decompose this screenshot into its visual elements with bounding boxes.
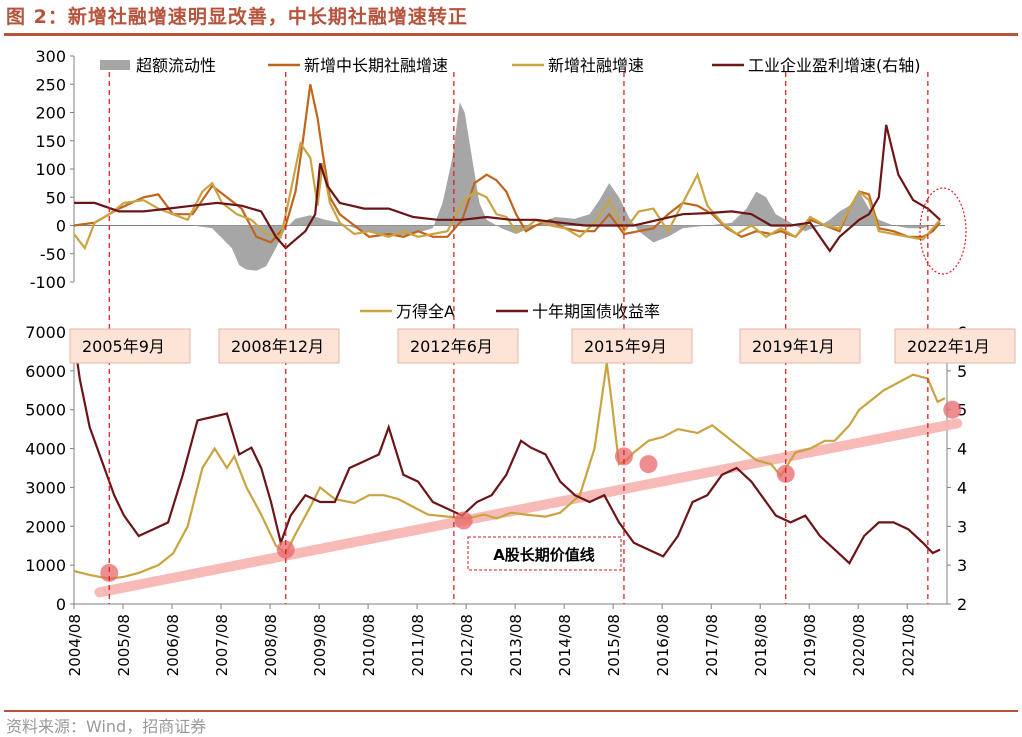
x-tick-label: 2010/08 [360, 614, 378, 676]
x-tick-label: 2018/08 [752, 614, 770, 676]
legend-label: 十年期国债收益率 [532, 302, 660, 321]
top-y-tick-label: 250 [35, 75, 66, 94]
legend-label: 工业企业盈利增速(右轴) [748, 56, 921, 75]
x-tick-label: 2011/08 [409, 614, 427, 676]
x-tick-label: 2006/08 [164, 614, 182, 676]
event-label-text: 2005年9月 [82, 337, 165, 356]
long-term-value-line [94, 418, 963, 598]
title-rule [4, 33, 1018, 36]
event-label-box [397, 328, 519, 364]
bottom-y-tick-label: 0 [56, 595, 66, 614]
x-tick-label: 2020/08 [850, 614, 868, 676]
right-y-tick-label: 5 [957, 362, 967, 381]
bottom-y-tick-label: 2000 [25, 517, 66, 536]
wind-a-line [73, 362, 946, 580]
event-label-box [69, 328, 191, 364]
annotation-box [467, 536, 622, 571]
low-point-marker [100, 563, 119, 582]
right-y-tick-label: 4 [957, 440, 967, 459]
event-label-text: 2022年1月 [907, 337, 990, 356]
mid-long-tsf-line [73, 84, 941, 244]
x-tick-label: 2004/08 [66, 614, 84, 676]
bottom-y-tick-label: 1000 [25, 556, 66, 575]
x-tick-label: 2019/08 [801, 614, 819, 676]
legend-label: 新增中长期社融增速 [304, 56, 448, 75]
event-label-text: 2015年9月 [584, 337, 667, 356]
x-tick-label: 2014/08 [556, 614, 574, 676]
x-tick-label: 2016/08 [654, 614, 672, 676]
figure-title: 图 2：新增社融增速明显改善，中长期社融增速转正 [6, 6, 468, 28]
top-y-tick-label: -50 [40, 245, 66, 264]
x-tick-label: 2007/08 [213, 614, 231, 676]
bottom-y-tick-label: 7000 [25, 323, 66, 342]
legend-label: 超额流动性 [136, 56, 216, 75]
industrial-profit-line [74, 124, 941, 253]
low-point-marker [614, 447, 633, 466]
top-y-tick-label: 50 [46, 188, 66, 207]
x-tick-label: 2008/08 [262, 614, 280, 676]
top-y-tick-label: 200 [35, 104, 66, 123]
event-label-text: 2008年12月 [231, 337, 324, 356]
top-y-tick-label: 300 [35, 47, 66, 66]
bottom-y-tick-label: 3000 [25, 478, 66, 497]
legend-label: 新增社融增速 [548, 56, 644, 75]
x-tick-label: 2012/08 [458, 614, 476, 676]
right-y-tick-label: 4 [957, 478, 967, 497]
event-label-box [894, 328, 1016, 364]
event-label-text: 2019年1月 [752, 337, 835, 356]
highlight-ellipse [919, 187, 967, 275]
low-point-marker [776, 464, 795, 483]
top-y-tick-label: 100 [35, 160, 66, 179]
x-tick-label: 2015/08 [605, 614, 623, 676]
bottom-y-tick-label: 4000 [25, 440, 66, 459]
event-label-box [218, 328, 340, 364]
bottom-y-tick-label: 5000 [25, 401, 66, 420]
event-label-text: 2012年6月 [410, 337, 493, 356]
top-y-tick-label: 0 [56, 217, 66, 236]
x-tick-label: 2017/08 [703, 614, 721, 676]
right-y-tick-label: 3 [957, 556, 967, 575]
bond-yield-line [72, 338, 941, 565]
right-y-tick-label: 5 [957, 401, 967, 420]
legend-label: 万得全A [396, 302, 455, 321]
top-y-tick-label: -100 [30, 273, 66, 292]
event-label-box [739, 328, 861, 364]
low-point-marker [454, 511, 473, 530]
right-y-tick-label: 2 [957, 595, 967, 614]
event-label-box [571, 328, 693, 364]
source-note: 资料来源：Wind，招商证券 [6, 717, 207, 736]
annotation-text: A股长期价值线 [493, 546, 595, 564]
x-tick-label: 2013/08 [507, 614, 525, 676]
x-tick-label: 2005/08 [115, 614, 133, 676]
source-rule [4, 710, 1018, 712]
legend-swatch-excess-liquidity [100, 60, 130, 70]
low-point-marker [943, 400, 962, 419]
x-tick-label: 2009/08 [311, 614, 329, 676]
right-y-tick-label: 3 [957, 517, 967, 536]
top-y-tick-label: 150 [35, 132, 66, 151]
low-point-marker [639, 455, 658, 474]
x-tick-label: 2021/08 [899, 614, 917, 676]
bottom-y-tick-label: 6000 [25, 362, 66, 381]
